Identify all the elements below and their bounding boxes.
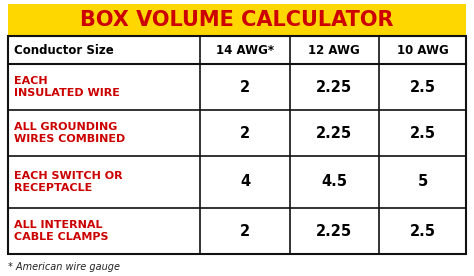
Text: BOX VOLUME CALCULATOR: BOX VOLUME CALCULATOR	[80, 10, 394, 30]
Text: 2.5: 2.5	[410, 126, 436, 140]
Text: EACH SWITCH OR
RECEPTACLE: EACH SWITCH OR RECEPTACLE	[14, 171, 123, 193]
Text: 2.5: 2.5	[410, 79, 436, 94]
Text: 2.25: 2.25	[316, 126, 352, 140]
Text: 14 AWG*: 14 AWG*	[216, 44, 274, 57]
Text: 4.5: 4.5	[321, 174, 347, 190]
Text: ALL INTERNAL
CABLE CLAMPS: ALL INTERNAL CABLE CLAMPS	[14, 220, 109, 242]
Text: 10 AWG: 10 AWG	[397, 44, 448, 57]
Text: * American wire gauge: * American wire gauge	[8, 262, 120, 272]
Text: 2.5: 2.5	[410, 224, 436, 238]
Text: 2: 2	[240, 126, 250, 140]
Text: EACH
INSULATED WIRE: EACH INSULATED WIRE	[14, 76, 120, 98]
Text: 2: 2	[240, 224, 250, 238]
Text: ALL GROUNDING
WIRES COMBINED: ALL GROUNDING WIRES COMBINED	[14, 122, 125, 144]
Text: 12 AWG: 12 AWG	[309, 44, 360, 57]
Text: 2: 2	[240, 79, 250, 94]
Text: 5: 5	[418, 174, 428, 190]
Text: Conductor Size: Conductor Size	[14, 44, 114, 57]
Text: 2.25: 2.25	[316, 224, 352, 238]
Text: 2.25: 2.25	[316, 79, 352, 94]
Text: 4: 4	[240, 174, 250, 190]
Bar	[8, 4, 466, 36]
Bar	[8, 36, 466, 254]
